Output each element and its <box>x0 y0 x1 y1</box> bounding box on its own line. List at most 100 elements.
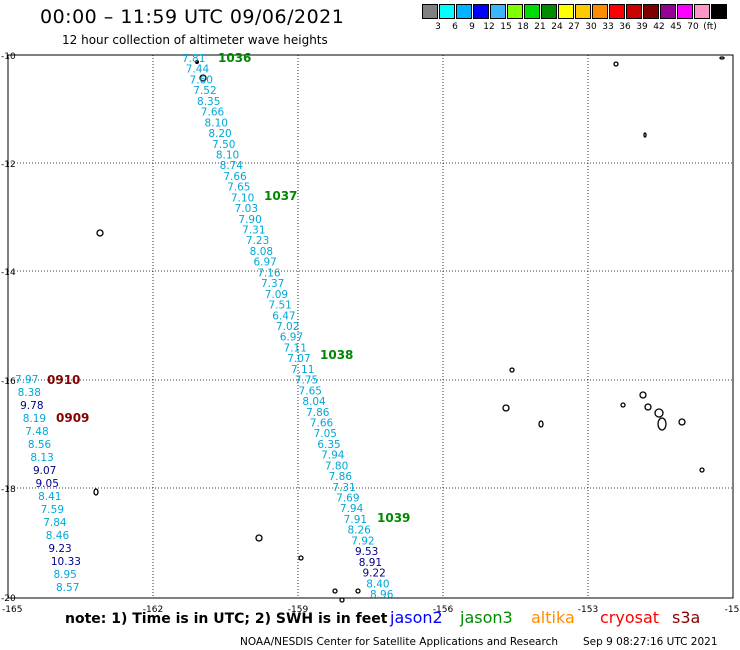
map-frame <box>7 54 734 599</box>
legend-label: 21 <box>534 22 546 32</box>
time-label: 0909 <box>56 411 89 425</box>
island-outline <box>538 420 544 428</box>
time-label: 1037 <box>264 189 297 203</box>
legend-swatch <box>422 4 438 19</box>
satellite-name: jason2 <box>390 608 443 627</box>
legend-swatch <box>541 4 557 19</box>
island-outline <box>332 588 338 594</box>
swh-value: 8.08 <box>250 246 273 258</box>
legend-label: 36 <box>619 22 631 32</box>
lat-tick-label: -10 <box>1 52 16 62</box>
swh-value: 7.91 <box>344 514 367 526</box>
island-outline <box>255 534 263 542</box>
swh-value: 7.75 <box>295 375 318 387</box>
legend-swatch <box>456 4 472 19</box>
swh-value: 7.51 <box>268 300 291 312</box>
swh-value: 6.97 <box>280 332 303 344</box>
lat-tick-label: -20 <box>1 594 16 604</box>
swh-value: 7.90 <box>238 214 261 226</box>
island-outline <box>678 418 686 426</box>
legend-swatch <box>490 4 506 19</box>
map-grid <box>8 55 733 598</box>
swh-value: 7.31 <box>332 482 355 494</box>
legend-label: 45 <box>670 22 682 32</box>
lat-tick-label: -12 <box>1 160 16 170</box>
swh-value: 7.84 <box>43 517 67 529</box>
swh-value: 7.86 <box>306 407 330 419</box>
lat-tick-label: -18 <box>1 485 16 495</box>
swh-value: 7.59 <box>41 504 64 516</box>
time-label: 1039 <box>377 511 410 525</box>
swh-value: 7.10 <box>231 192 254 204</box>
legend-swatch <box>507 4 523 19</box>
satellite-name: cryosat <box>600 608 660 627</box>
legend-label: 18 <box>517 22 529 32</box>
island-outline <box>199 74 207 82</box>
lon-tick-label: -15 <box>725 605 740 615</box>
swh-value: 6.97 <box>253 257 276 269</box>
swh-value: 7.16 <box>257 267 281 279</box>
swh-value: 9.07 <box>33 465 56 477</box>
island-outline <box>644 403 652 411</box>
legend-swatch <box>694 4 710 19</box>
swh-value: 8.40 <box>366 578 389 590</box>
lon-tick-label: -162 <box>143 605 163 615</box>
swh-value: 7.07 <box>287 353 310 365</box>
legend-swatch <box>473 4 489 19</box>
swh-value: 7.94 <box>340 503 364 515</box>
swh-value: 7.66 <box>201 107 225 119</box>
swh-value: 8.96 <box>370 589 394 601</box>
island-outline <box>613 61 619 67</box>
legend-label: 15 <box>500 22 512 32</box>
time-label: 1038 <box>320 348 353 362</box>
swh-value: 9.22 <box>362 568 385 580</box>
swh-value: 8.13 <box>30 452 53 464</box>
swh-value: 7.23 <box>246 235 269 247</box>
legend-label: 70 <box>687 22 699 32</box>
island-outline <box>355 588 361 594</box>
swh-value: 7.50 <box>212 139 235 151</box>
swh-value: 7.65 <box>227 182 250 194</box>
swh-value: 7.80 <box>325 460 348 472</box>
swh-value: 7.05 <box>314 428 337 440</box>
legend-swatch <box>677 4 693 19</box>
legend-label: 27 <box>568 22 580 32</box>
map-border <box>7 54 734 599</box>
island-outline <box>654 408 664 418</box>
legend-label: 12 <box>483 22 495 32</box>
timestamp: Sep 9 08:27:16 UTC 2021 <box>583 636 718 648</box>
legend-label: 24 <box>551 22 563 32</box>
time-label: 0910 <box>47 373 80 387</box>
legend-swatch <box>575 4 591 19</box>
swh-value: 7.03 <box>235 203 258 215</box>
page-title: 00:00 – 11:59 UTC 09/06/2021 <box>40 6 345 28</box>
legend-swatch <box>558 4 574 19</box>
swh-value: 7.09 <box>265 289 288 301</box>
lat-tick-label: -14 <box>1 268 16 278</box>
swh-value: 7.37 <box>261 278 284 290</box>
swh-value: 8.19 <box>23 413 46 425</box>
island-outline <box>339 597 345 603</box>
swh-value: 9.53 <box>355 546 378 558</box>
legend-label: 9 <box>469 22 475 32</box>
footer-note: note: 1) Time is in UTC; 2) SWH is in fe… <box>65 611 388 627</box>
swh-value: 7.66 <box>310 417 334 429</box>
legend-swatch <box>626 4 642 19</box>
island-outline <box>298 555 304 561</box>
lon-tick-label: -156 <box>433 605 454 615</box>
islands <box>93 56 725 603</box>
legend-swatch <box>660 4 676 19</box>
legend-swatch <box>711 4 727 19</box>
swh-value: 7.31 <box>242 225 265 237</box>
satellite-name: altika <box>531 608 575 627</box>
satellite-name: jason3 <box>460 608 513 627</box>
island-outline <box>509 367 515 373</box>
lat-tick-label: -16 <box>1 377 16 387</box>
satellite-name: s3a <box>672 608 701 627</box>
swh-value: 7.81 <box>182 53 205 65</box>
swh-value: 8.04 <box>302 396 326 408</box>
swh-value: 7.86 <box>329 471 353 483</box>
legend-label: 30 <box>585 22 597 32</box>
island-outline <box>639 391 647 399</box>
